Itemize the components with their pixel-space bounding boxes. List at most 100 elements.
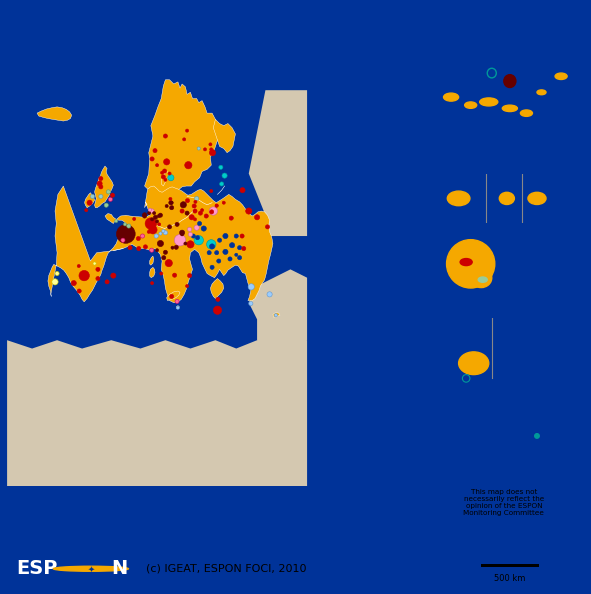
Ellipse shape bbox=[459, 352, 489, 375]
Circle shape bbox=[194, 235, 203, 245]
Circle shape bbox=[183, 138, 186, 141]
Circle shape bbox=[180, 233, 184, 236]
Polygon shape bbox=[95, 166, 113, 208]
Circle shape bbox=[93, 262, 96, 265]
Circle shape bbox=[137, 247, 141, 251]
Circle shape bbox=[158, 223, 161, 226]
Circle shape bbox=[215, 251, 219, 255]
Circle shape bbox=[189, 232, 193, 236]
Circle shape bbox=[142, 213, 147, 217]
Circle shape bbox=[197, 147, 200, 150]
Circle shape bbox=[162, 229, 165, 233]
Circle shape bbox=[151, 282, 154, 285]
Circle shape bbox=[149, 226, 157, 234]
Circle shape bbox=[142, 214, 147, 218]
Circle shape bbox=[158, 213, 163, 217]
Circle shape bbox=[97, 181, 102, 186]
Circle shape bbox=[157, 241, 164, 247]
Circle shape bbox=[193, 218, 197, 221]
Circle shape bbox=[170, 295, 174, 299]
Circle shape bbox=[535, 434, 539, 438]
Circle shape bbox=[141, 234, 145, 238]
Circle shape bbox=[234, 234, 238, 238]
Ellipse shape bbox=[502, 105, 517, 112]
Circle shape bbox=[167, 225, 171, 229]
Circle shape bbox=[274, 314, 277, 317]
Circle shape bbox=[153, 215, 158, 219]
Circle shape bbox=[184, 242, 187, 245]
Circle shape bbox=[169, 197, 172, 201]
Polygon shape bbox=[210, 279, 224, 299]
Circle shape bbox=[169, 201, 173, 205]
Circle shape bbox=[197, 222, 202, 226]
Circle shape bbox=[187, 228, 191, 232]
Circle shape bbox=[204, 214, 209, 218]
Circle shape bbox=[209, 150, 216, 156]
Ellipse shape bbox=[555, 73, 567, 80]
Circle shape bbox=[249, 301, 253, 305]
Circle shape bbox=[148, 211, 151, 214]
Circle shape bbox=[170, 206, 174, 210]
Circle shape bbox=[124, 223, 126, 226]
Ellipse shape bbox=[465, 102, 477, 108]
Circle shape bbox=[217, 259, 221, 263]
Circle shape bbox=[153, 148, 157, 153]
Circle shape bbox=[77, 264, 80, 267]
Circle shape bbox=[168, 172, 171, 175]
Circle shape bbox=[176, 306, 180, 309]
Circle shape bbox=[185, 211, 189, 215]
Ellipse shape bbox=[521, 110, 532, 116]
Circle shape bbox=[210, 148, 213, 151]
Circle shape bbox=[265, 225, 269, 229]
Circle shape bbox=[170, 201, 173, 204]
Circle shape bbox=[210, 265, 214, 269]
Circle shape bbox=[148, 208, 151, 211]
Circle shape bbox=[209, 143, 212, 146]
Circle shape bbox=[163, 134, 167, 138]
Text: 500 km: 500 km bbox=[494, 574, 525, 583]
Circle shape bbox=[161, 175, 165, 179]
Polygon shape bbox=[176, 305, 179, 309]
Circle shape bbox=[145, 218, 157, 229]
Circle shape bbox=[229, 242, 235, 248]
Circle shape bbox=[201, 226, 206, 231]
Circle shape bbox=[222, 173, 227, 178]
Circle shape bbox=[191, 234, 196, 238]
Polygon shape bbox=[145, 80, 220, 201]
Circle shape bbox=[187, 241, 194, 248]
Polygon shape bbox=[7, 332, 307, 486]
Circle shape bbox=[165, 204, 168, 207]
Ellipse shape bbox=[470, 268, 492, 287]
Circle shape bbox=[159, 232, 162, 235]
Polygon shape bbox=[37, 107, 72, 121]
Circle shape bbox=[155, 163, 158, 167]
Circle shape bbox=[209, 207, 217, 215]
Circle shape bbox=[71, 280, 76, 286]
Circle shape bbox=[186, 285, 189, 287]
Circle shape bbox=[137, 236, 141, 241]
Circle shape bbox=[108, 197, 112, 201]
Circle shape bbox=[504, 75, 516, 87]
Circle shape bbox=[193, 209, 197, 213]
Circle shape bbox=[217, 238, 222, 242]
Circle shape bbox=[116, 225, 135, 244]
Circle shape bbox=[267, 292, 272, 297]
Circle shape bbox=[219, 165, 223, 169]
Circle shape bbox=[235, 253, 238, 257]
Circle shape bbox=[99, 194, 103, 198]
Circle shape bbox=[155, 220, 158, 223]
Circle shape bbox=[186, 129, 189, 132]
Polygon shape bbox=[48, 186, 273, 303]
Polygon shape bbox=[85, 192, 95, 208]
Circle shape bbox=[207, 239, 216, 249]
Ellipse shape bbox=[443, 93, 459, 101]
Circle shape bbox=[174, 245, 178, 249]
Circle shape bbox=[162, 255, 166, 260]
Circle shape bbox=[207, 251, 211, 255]
Ellipse shape bbox=[499, 192, 514, 204]
Circle shape bbox=[147, 230, 150, 233]
Circle shape bbox=[144, 245, 148, 249]
Circle shape bbox=[175, 299, 179, 304]
Circle shape bbox=[163, 230, 167, 235]
Circle shape bbox=[99, 185, 103, 189]
